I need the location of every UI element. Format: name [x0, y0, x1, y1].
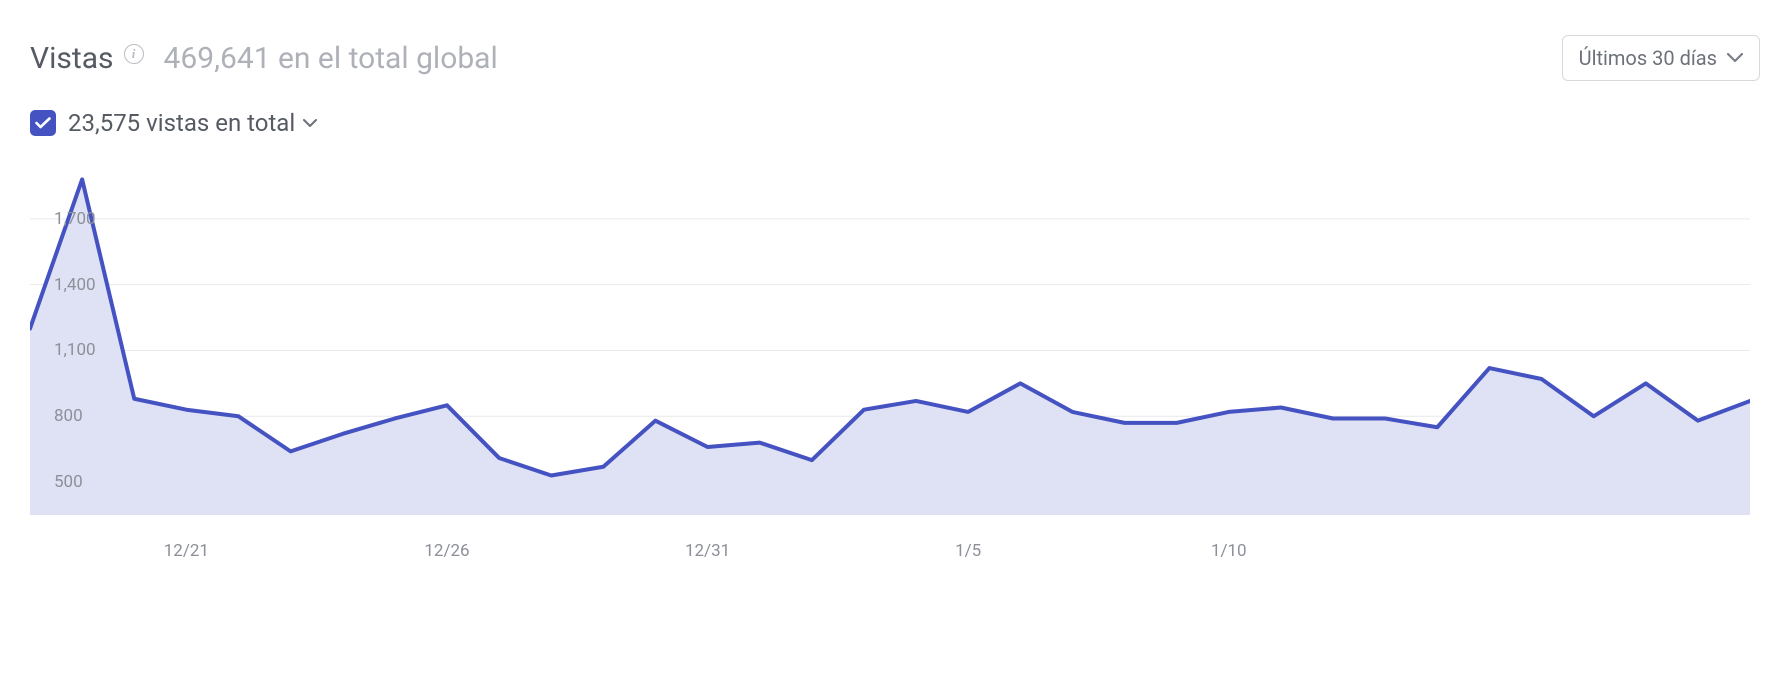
- chevron-down-icon: [1727, 53, 1743, 63]
- y-axis-tick-label: 1,100: [54, 340, 96, 360]
- series-checkbox[interactable]: [30, 110, 56, 136]
- views-chart: 500 800 1,100 1,400 1,700 12/21 12/26 12/31 1/5 1…: [30, 175, 1760, 561]
- x-axis-tick-label: 12/26: [424, 541, 469, 561]
- x-axis-tick-label: 12/21: [164, 541, 209, 561]
- chevron-down-icon: [303, 119, 317, 128]
- y-axis-tick-label: 1,400: [54, 275, 96, 295]
- page-title: Vistas: [30, 41, 114, 76]
- header-left: Vistas i 469,641 en el total global: [30, 41, 498, 76]
- series-label-text: 23,575 vistas en total: [68, 109, 295, 137]
- x-axis-tick-label: 1/5: [955, 541, 981, 561]
- check-icon: [35, 117, 51, 129]
- chart-svg: [30, 175, 1750, 515]
- header-row: Vistas i 469,641 en el total global Últi…: [30, 35, 1760, 81]
- info-icon[interactable]: i: [124, 44, 144, 64]
- x-axis-tick-label: 1/10: [1211, 541, 1247, 561]
- series-toggle-row: 23,575 vistas en total: [30, 109, 1760, 137]
- y-axis-tick-label: 500: [54, 472, 83, 492]
- series-dropdown[interactable]: 23,575 vistas en total: [68, 109, 317, 137]
- chart-area-fill: [30, 179, 1750, 515]
- date-range-selector[interactable]: Últimos 30 días: [1562, 35, 1760, 81]
- y-axis-tick-label: 1,700: [54, 209, 96, 229]
- x-axis-tick-label: 12/31: [685, 541, 730, 561]
- y-axis-tick-label: 800: [54, 406, 83, 426]
- global-total-subtitle: 469,641 en el total global: [164, 41, 498, 76]
- date-range-label: Últimos 30 días: [1579, 46, 1717, 70]
